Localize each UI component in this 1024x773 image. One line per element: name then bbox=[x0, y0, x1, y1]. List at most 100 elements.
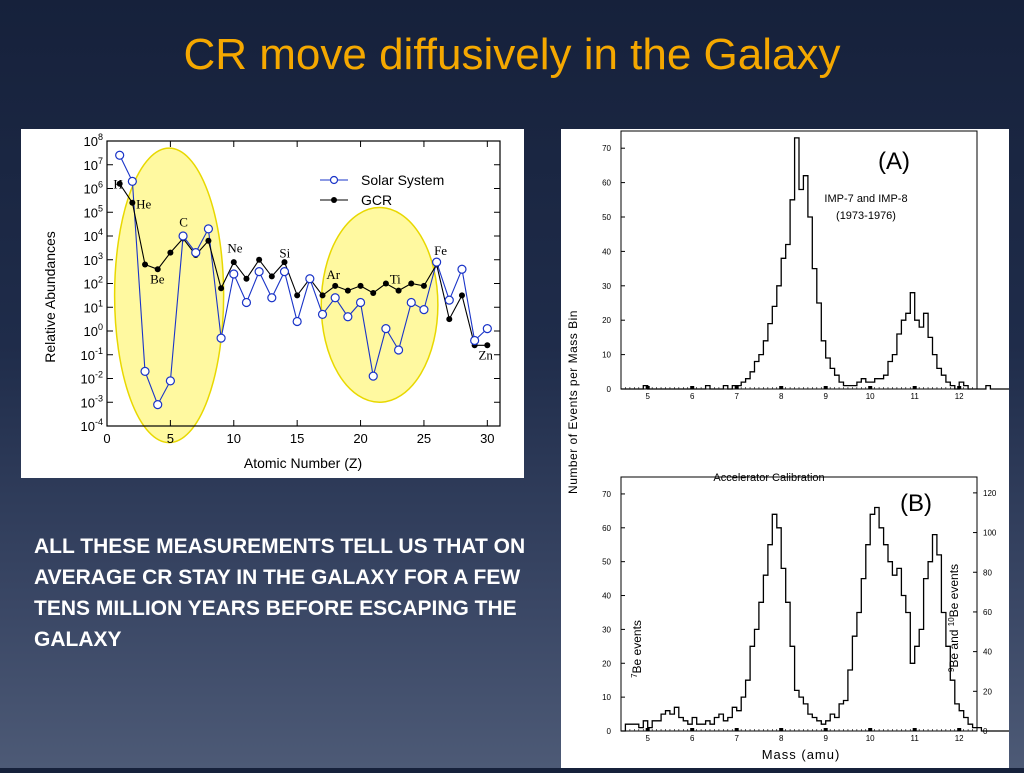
legend-solar-marker bbox=[329, 175, 339, 185]
histogram-x-tick-label: 10 bbox=[866, 734, 875, 743]
abundance-y-tick-label: 10-3 bbox=[81, 393, 103, 410]
abundance-y-tick-label: 106 bbox=[84, 180, 103, 197]
solar-system-point bbox=[432, 257, 442, 267]
histogram-y-tick-label: 70 bbox=[602, 144, 611, 153]
solar-system-point bbox=[292, 316, 302, 327]
abundance-y-tick-label: 107 bbox=[84, 156, 103, 173]
solar-system-point bbox=[419, 305, 429, 315]
solar-system-point bbox=[191, 248, 201, 258]
gcr-point bbox=[294, 292, 301, 299]
histogram-x-axis-label: Mass (amu) bbox=[762, 747, 841, 762]
histogram-b-right-label: 9Be and 10Be events bbox=[947, 564, 961, 672]
histogram-y-axis-label: Number of Events per Mass Bin bbox=[566, 310, 580, 494]
histogram-x-tick-label: 8 bbox=[779, 734, 784, 743]
solar-system-point bbox=[393, 345, 404, 355]
abundance-y-tick-label: 10-4 bbox=[81, 417, 103, 434]
histogram-y-tick-label: 30 bbox=[602, 282, 611, 291]
element-label-ne: Ne bbox=[227, 241, 242, 256]
histogram-x-tick-label: 8 bbox=[779, 392, 784, 401]
solar-system-line bbox=[119, 155, 488, 406]
histogram-y-tick-label: 20 bbox=[602, 659, 611, 668]
solar-system-point bbox=[470, 335, 480, 346]
histogram-right-tick-label: 80 bbox=[983, 568, 992, 577]
solar-system-point bbox=[305, 274, 315, 284]
abundance-y-tick-label: 10-2 bbox=[81, 370, 103, 387]
abundance-chart: 10810710610510410310210110010-110-210-31… bbox=[42, 132, 501, 471]
gcr-point bbox=[319, 292, 326, 299]
legend-gcr-marker bbox=[331, 197, 337, 203]
histogram-x-tick-label: 12 bbox=[955, 734, 964, 743]
solar-system-point bbox=[165, 376, 175, 386]
abundance-x-tick-label: 15 bbox=[290, 431, 304, 446]
histogram-b-bars bbox=[621, 506, 1022, 732]
solar-system-point bbox=[343, 312, 353, 322]
abundance-chart-panel: 108 107 106 105 104 103 102 101 100 10-1 10-2 10-3 1… bbox=[21, 129, 524, 478]
histogram-x-tick-label: 7 bbox=[734, 392, 739, 401]
gcr-point bbox=[344, 287, 351, 294]
legend-solar-label: Solar System bbox=[361, 172, 444, 188]
element-label-ti: Ti bbox=[390, 272, 401, 287]
solar-system-point bbox=[368, 371, 378, 381]
histogram-x-tick-label: 10 bbox=[866, 392, 875, 401]
histogram-y-tick-label: 60 bbox=[602, 524, 611, 533]
histogram-y-tick-label: 60 bbox=[602, 179, 611, 188]
solar-system-point bbox=[406, 297, 416, 308]
histogram-b-left-label: 7Be events bbox=[630, 620, 644, 678]
solar-system-point bbox=[115, 150, 125, 160]
histogram-x-tick-label: 5 bbox=[645, 392, 650, 401]
abundance-y-tick-label: 104 bbox=[84, 227, 103, 244]
solar-system-point bbox=[241, 297, 252, 308]
element-label-fe: Fe bbox=[434, 243, 447, 258]
element-label-he: He bbox=[136, 197, 151, 212]
solar-system-point bbox=[216, 333, 226, 343]
abundance-legend: Solar System GCR bbox=[320, 172, 444, 208]
histogram-y-tick-label: 0 bbox=[607, 385, 612, 394]
gcr-point bbox=[484, 342, 491, 349]
gcr-point bbox=[129, 199, 136, 206]
histogram-x-tick-label: 9 bbox=[823, 392, 828, 401]
gcr-point bbox=[332, 282, 339, 289]
histogram-a-bars bbox=[621, 137, 1024, 390]
abundance-y-tick-label: 102 bbox=[84, 275, 103, 292]
element-label-zn: Zn bbox=[478, 348, 493, 363]
histogram-x-tick-label: 9 bbox=[823, 734, 828, 743]
gcr-point bbox=[370, 290, 377, 296]
solar-system-point bbox=[355, 297, 366, 308]
histogram-right-tick-label: 20 bbox=[983, 687, 992, 696]
histogram-x-tick-label: 11 bbox=[911, 392, 920, 401]
solar-system-point bbox=[140, 366, 150, 376]
histogram-y-tick-label: 50 bbox=[602, 213, 611, 222]
histogram-x-tick-label: 12 bbox=[955, 392, 964, 401]
histogram-y-tick-label: 30 bbox=[602, 625, 611, 634]
gcr-point bbox=[458, 292, 465, 299]
gcr-point bbox=[154, 266, 161, 273]
gcr-point bbox=[167, 249, 174, 256]
slide-title: CR move diffusively in the Galaxy bbox=[183, 30, 841, 79]
histogram-right-tick-label: 100 bbox=[983, 529, 997, 538]
legend-gcr-label: GCR bbox=[361, 192, 392, 208]
histogram-x-tick-label: 11 bbox=[911, 734, 920, 743]
solar-system-point bbox=[444, 295, 454, 305]
gcr-point bbox=[230, 259, 237, 266]
gcr-point bbox=[116, 180, 123, 187]
histogram-right-tick-label: 40 bbox=[983, 648, 992, 657]
element-label-c: C bbox=[179, 215, 188, 230]
abundance-x-tick-label: 20 bbox=[353, 431, 367, 446]
histogram-x-tick-label: 6 bbox=[690, 734, 695, 743]
slide-body-text: ALL THESE MEASUREMENTS TELL US THAT ON A… bbox=[34, 535, 526, 651]
solar-system-point bbox=[153, 400, 163, 410]
histogram-a-panel-label: (A) bbox=[878, 148, 910, 175]
histogram-y-tick-label: 70 bbox=[602, 490, 611, 499]
histogram-b-title: Accelerator Calibration bbox=[713, 472, 824, 484]
gcr-point bbox=[243, 275, 250, 282]
gcr-point bbox=[382, 280, 389, 287]
solar-system-point bbox=[317, 309, 328, 319]
abundance-y-tick-label: 10-1 bbox=[81, 346, 103, 363]
gcr-line bbox=[119, 183, 488, 346]
gcr-point bbox=[268, 273, 275, 280]
gcr-point bbox=[395, 287, 402, 294]
abundance-y-axis-label: Relative Abundances bbox=[42, 231, 58, 363]
abundance-y-tick-label: 100 bbox=[84, 322, 103, 339]
solar-system-point bbox=[457, 264, 467, 274]
